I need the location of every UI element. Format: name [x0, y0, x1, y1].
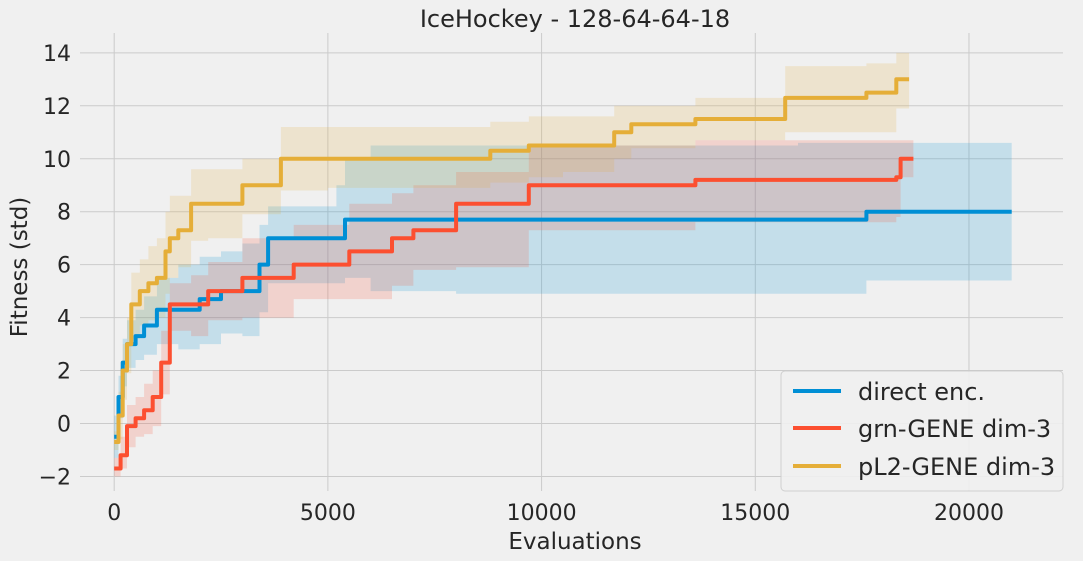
y-tick-label: 12 [43, 95, 71, 120]
legend: direct enc. grn-GENE dim-3 pL2-GENE dim-… [780, 370, 1064, 492]
legend-box [780, 370, 1064, 492]
legend-label-pl2-gene: pL2-GENE dim-3 [858, 453, 1055, 481]
x-tick-label: 20000 [934, 501, 1004, 526]
x-tick-label: 0 [107, 501, 121, 526]
y-tick-label: 4 [57, 307, 71, 332]
x-axis-label: Evaluations [508, 529, 641, 555]
band-pl2-gene-dim-3 [114, 52, 910, 451]
band-direct-enc [114, 142, 1012, 458]
y-tick-labels: −2 0 2 4 6 8 10 12 14 [39, 42, 71, 491]
x-tick-label: 5000 [300, 501, 356, 526]
y-tick-label: 14 [43, 42, 71, 67]
x-tick-label: 10000 [507, 501, 577, 526]
legend-label-direct-enc: direct enc. [858, 378, 985, 406]
legend-label-grn-gene: grn-GENE dim-3 [858, 415, 1051, 443]
x-tick-labels: 0 5000 10000 15000 20000 [107, 501, 1004, 526]
y-tick-label: 6 [57, 254, 71, 279]
line-pl2-gene-dim-3 [114, 77, 910, 444]
y-tick-label: 0 [57, 412, 71, 437]
line-grn-gene-dim-3 [114, 156, 914, 471]
y-tick-label: 10 [43, 148, 71, 173]
y-tick-label: 2 [57, 360, 71, 385]
x-tick-label: 15000 [720, 501, 790, 526]
y-tick-label: 8 [57, 201, 71, 226]
y-axis-label: Fitness (std) [7, 197, 33, 338]
y-tick-label: −2 [39, 465, 71, 490]
band-grn-gene-dim-3 [114, 140, 914, 477]
chart-title: IceHockey - 128-64-64-18 [420, 5, 730, 33]
std-bands [114, 52, 1012, 477]
series-lines [114, 77, 1012, 471]
